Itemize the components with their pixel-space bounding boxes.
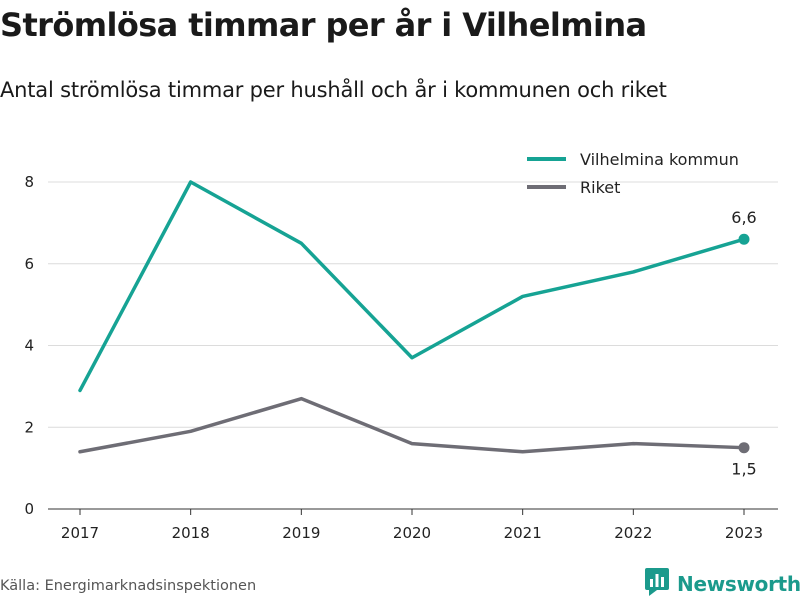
- x-tick-label: 2022: [614, 524, 652, 542]
- y-tick-label: 4: [24, 337, 34, 355]
- y-tick-label: 2: [24, 418, 34, 436]
- series-end-label-0: 6,6: [731, 208, 756, 227]
- x-tick-label: 2019: [282, 524, 320, 542]
- y-tick-label: 6: [24, 255, 34, 273]
- legend-label-1: Riket: [580, 178, 620, 197]
- legend-label-0: Vilhelmina kommun: [580, 150, 739, 169]
- x-tick-label: 2020: [393, 524, 431, 542]
- chart-title: Strömlösa timmar per år i Vilhelmina: [0, 6, 647, 44]
- x-tick-label: 2023: [725, 524, 763, 542]
- series-end-point-1: [738, 442, 750, 454]
- brand-name: Newsworthy: [677, 572, 800, 596]
- source-note: Källa: Energimarknadsinspektionen: [0, 578, 257, 594]
- series-line-0: [78, 180, 746, 393]
- series-end-point-0: [738, 233, 750, 245]
- chart-subtitle: Antal strömlösa timmar per hushåll och å…: [0, 78, 667, 102]
- x-tick-label: 2021: [504, 524, 542, 542]
- y-tick-label: 0: [24, 500, 34, 518]
- series-end-label-1: 1,5: [731, 460, 756, 479]
- x-tick-label: 2018: [172, 524, 210, 542]
- newsworthy-logo-icon: [645, 568, 669, 600]
- x-tick-label: 2017: [61, 524, 99, 542]
- brand-logo[interactable]: Newsworthy: [645, 568, 800, 600]
- series-line-1: [78, 396, 746, 454]
- y-tick-label: 8: [24, 173, 34, 191]
